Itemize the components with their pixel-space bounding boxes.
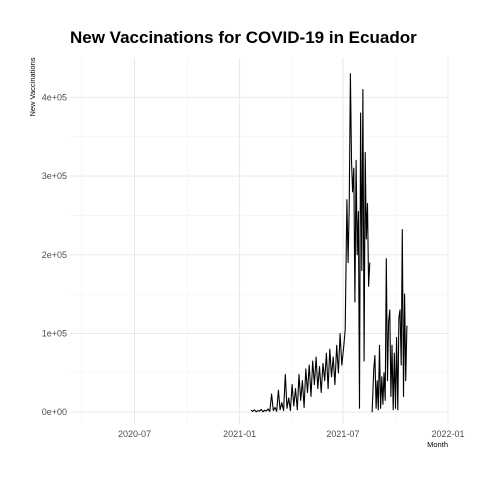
minor-gridlines bbox=[70, 58, 448, 424]
y-tick-label: 4e+05 bbox=[42, 92, 67, 102]
y-axis-title: New Vaccinations bbox=[28, 57, 37, 116]
series-line bbox=[371, 229, 408, 413]
y-tick-label: 1e+05 bbox=[42, 328, 67, 338]
x-tick-label: 2022-01 bbox=[431, 429, 464, 439]
chart-title: New Vaccinations for COVID-19 in Ecuador bbox=[70, 28, 417, 47]
x-tick-labels: 2020-07 2021-01 2021-07 2022-01 bbox=[118, 429, 465, 439]
series-line bbox=[250, 73, 371, 413]
x-axis-title: Month bbox=[427, 440, 448, 449]
x-tick-label: 2021-07 bbox=[326, 429, 359, 439]
y-tick-label: 2e+05 bbox=[42, 250, 67, 260]
y-tick-label: 3e+05 bbox=[42, 171, 67, 181]
plot-area: 0e+00 1e+05 2e+05 3e+05 4e+05 2020-07 2021-01… bbox=[42, 58, 465, 439]
series-group bbox=[250, 73, 408, 413]
major-gridlines bbox=[70, 58, 449, 424]
y-tick-label: 0e+00 bbox=[42, 407, 67, 417]
x-tick-label: 2020-07 bbox=[118, 429, 151, 439]
x-tick-label: 2021-01 bbox=[223, 429, 256, 439]
y-tick-labels: 0e+00 1e+05 2e+05 3e+05 4e+05 bbox=[42, 92, 67, 417]
